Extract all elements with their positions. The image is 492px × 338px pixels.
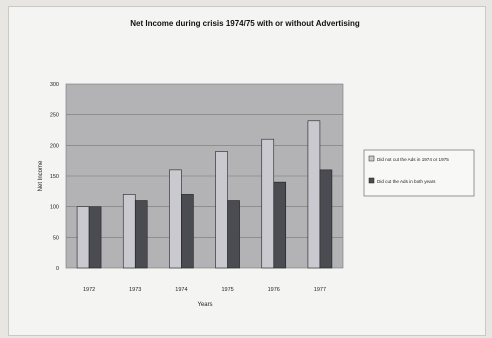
legend-label: Did not cut the Ads in 1974 or 1975 (377, 157, 449, 162)
x-tick-labels: 1972 1973 1974 1975 1976 1977 (83, 287, 326, 293)
bar-cut-1976 (273, 181, 287, 269)
bar-cut-1974 (181, 194, 194, 269)
y-tick-label: 0 (56, 266, 59, 272)
bar-cut-1977 (319, 169, 333, 269)
grid-lines (66, 114, 343, 238)
bar-no-cut-1973 (122, 194, 136, 269)
legend-swatch (368, 177, 375, 184)
bar-no-cut-1975 (215, 151, 228, 269)
bar-cut-1972 (88, 206, 102, 269)
legend-swatch (368, 155, 375, 162)
bar-cut-1973 (134, 200, 148, 269)
bar-no-cut-1977 (307, 120, 321, 269)
x-tick-label: 1977 (314, 287, 326, 293)
y-tick-label: 250 (50, 113, 59, 119)
legend: Did not cut the Ads in 1974 or 1975 Did c… (363, 149, 475, 197)
y-tick-label: 100 (50, 205, 59, 211)
x-tick-label: 1973 (129, 287, 141, 293)
y-tick-label: 50 (53, 235, 59, 241)
x-axis-label: Years (197, 302, 212, 308)
y-tick-label: 150 (50, 174, 59, 180)
x-tick-label: 1972 (83, 287, 95, 293)
y-axis-label: Net Income (38, 160, 44, 191)
bar-no-cut-1976 (261, 138, 275, 269)
bar-cut-1975 (227, 200, 240, 269)
y-tick-label: 300 (50, 82, 59, 88)
bar-no-cut-1974 (169, 169, 182, 269)
legend-label: Did cut the Ads in both years (377, 179, 436, 184)
bars (76, 120, 333, 269)
x-tick-label: 1975 (221, 287, 233, 293)
y-tick-labels: 0 50 100 150 200 250 300 (50, 82, 59, 272)
chart-title: Net Income during crisis 1974/75 with or… (130, 19, 360, 28)
x-tick-label: 1974 (175, 287, 187, 293)
bar-no-cut-1972 (76, 206, 90, 269)
legend-box (363, 149, 475, 197)
y-tick-label: 200 (50, 143, 59, 149)
x-tick-label: 1976 (268, 287, 280, 293)
